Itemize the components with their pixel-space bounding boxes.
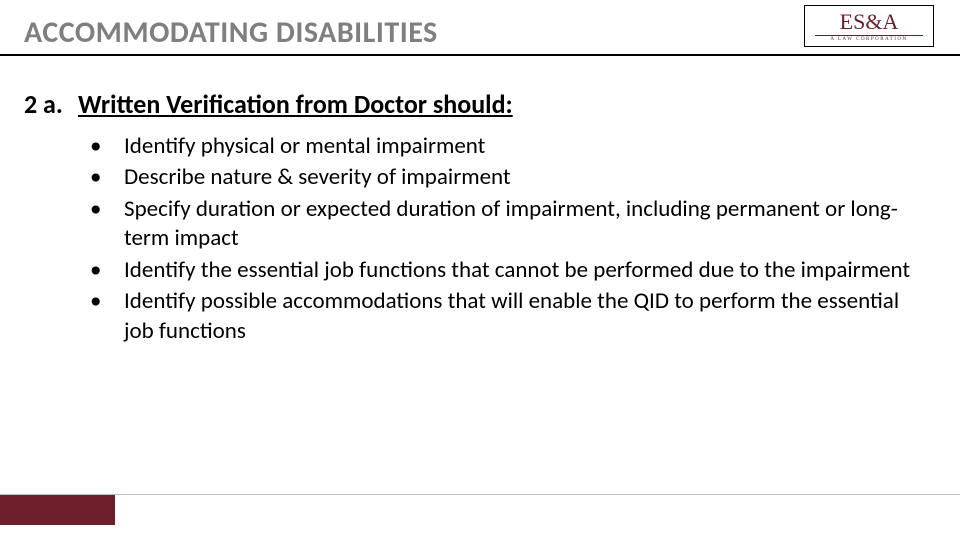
bullet-text: Specify duration or expected duration of… — [124, 195, 920, 254]
bullet-text: Identify physical or mental impairment — [124, 132, 920, 161]
bullet-icon: • — [90, 287, 124, 346]
logo-text: ES&A — [840, 11, 899, 33]
list-item: • Identify the essential job functions t… — [90, 256, 920, 285]
footer-accent-block — [0, 495, 115, 525]
list-item: • Describe nature & severity of impairme… — [90, 163, 920, 192]
section-heading: Written Verification from Doctor should: — [78, 88, 513, 120]
slide-container: ACCOMMODATING DISABILITIES ES&A A LAW CO… — [0, 0, 960, 540]
page-title: ACCOMMODATING DISABILITIES — [24, 14, 438, 51]
bullet-icon: • — [90, 256, 124, 285]
brand-logo: ES&A A LAW CORPORATION — [804, 5, 934, 47]
list-item: • Specify duration or expected duration … — [90, 195, 920, 254]
bullet-icon: • — [90, 195, 124, 254]
list-item: • Identify physical or mental impairment — [90, 132, 920, 161]
logo-subtext: A LAW CORPORATION — [830, 37, 907, 42]
bullet-text: Describe nature & severity of impairment — [124, 163, 920, 192]
bullet-list: • Identify physical or mental impairment… — [90, 132, 920, 348]
bullet-text: Identify possible accommodations that wi… — [124, 287, 920, 346]
bullet-icon: • — [90, 132, 124, 161]
logo-rule — [815, 35, 923, 36]
section-number: 2 a. — [24, 88, 63, 120]
footer-divider — [0, 494, 960, 496]
bullet-icon: • — [90, 163, 124, 192]
list-item: • Identify possible accommodations that … — [90, 287, 920, 346]
bullet-text: Identify the essential job functions tha… — [124, 256, 920, 285]
title-underline — [0, 54, 960, 56]
